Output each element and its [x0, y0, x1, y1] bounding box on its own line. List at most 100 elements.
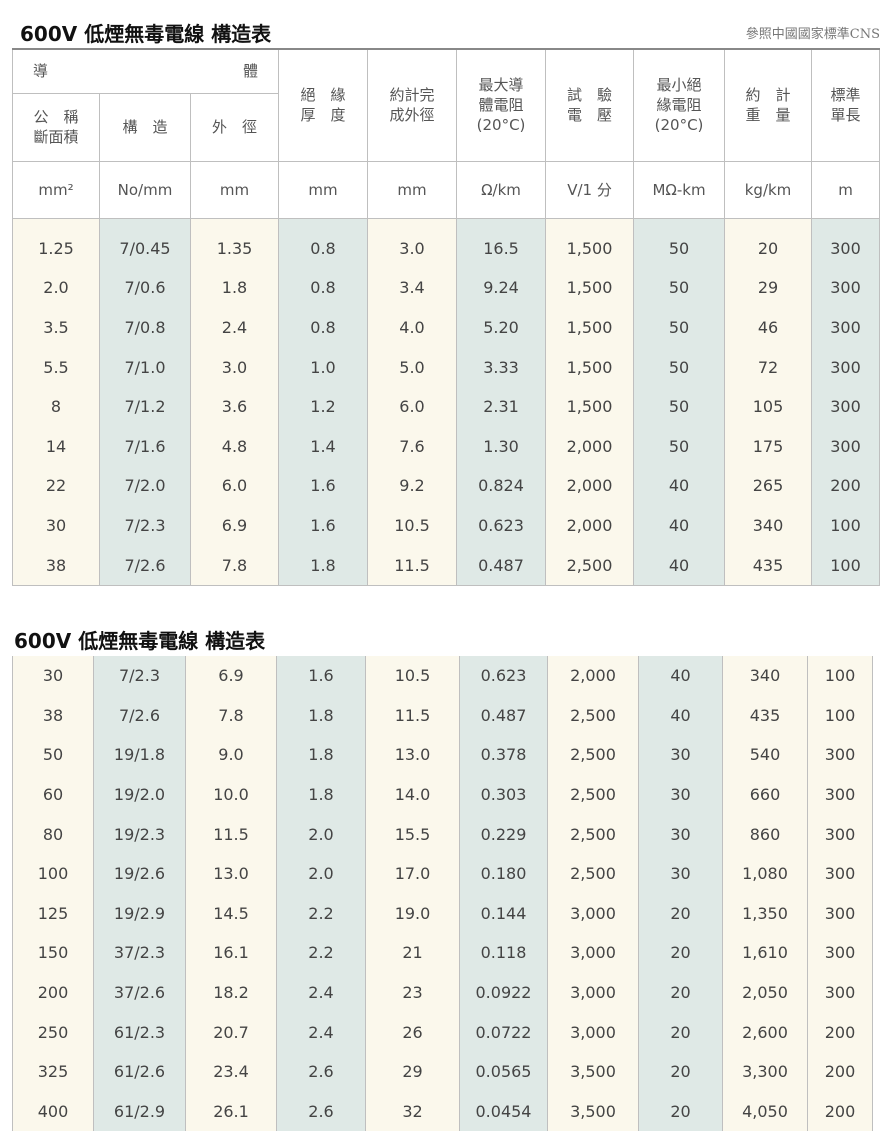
- unit-cell: V/1 分: [545, 161, 635, 219]
- cell-finished-od: 29: [365, 1051, 460, 1092]
- cell-outer-diameter: 1.35: [190, 228, 280, 269]
- cell-finished-od: 11.5: [367, 545, 458, 586]
- cell-nominal-area: 14: [12, 426, 100, 467]
- cell-finished-od: 3.4: [367, 268, 458, 308]
- cell-approx-weight: 1,080: [722, 853, 808, 894]
- cell-test-voltage: 3,000: [547, 972, 639, 1013]
- cell-approx-weight: 29: [724, 268, 813, 308]
- cell-approx-weight: 435: [722, 695, 808, 736]
- cell-min-insulation-resistance: 40: [638, 695, 723, 736]
- cell-max-resistance: 0.229: [459, 814, 548, 854]
- table-row: 200 37/2.6 18.2 2.4 23 0.0922 3,000 20 2,050 300: [12, 972, 873, 1013]
- cell-min-insulation-resistance: 50: [633, 307, 726, 348]
- cell-structure: 7/1.0: [99, 347, 191, 387]
- spacer-cell: [278, 218, 369, 229]
- cell-standard-length: 300: [807, 893, 873, 934]
- cell-structure: 19/2.9: [93, 893, 186, 934]
- cell-min-insulation-resistance: 20: [638, 933, 723, 973]
- cell-structure: 7/1.6: [99, 426, 191, 467]
- cell-standard-length: 300: [811, 228, 881, 269]
- cell-approx-weight: 4,050: [722, 1091, 808, 1132]
- cell-approx-weight: 1,350: [722, 893, 808, 934]
- cell-finished-od: 19.0: [365, 893, 460, 934]
- unit-cell: mm²: [12, 161, 100, 219]
- cell-nominal-area: 400: [12, 1091, 94, 1132]
- cell-nominal-area: 30: [12, 656, 94, 696]
- cell-insulation-thickness: 1.0: [278, 347, 369, 387]
- cell-outer-diameter: 7.8: [190, 545, 280, 586]
- cell-insulation-thickness: 1.6: [278, 505, 369, 546]
- header-insulation-thickness: 絕 緣厚 度: [278, 49, 369, 162]
- cell-insulation-thickness: 2.6: [276, 1091, 366, 1132]
- cell-outer-diameter: 6.9: [190, 505, 280, 546]
- spacer-row: [12, 218, 881, 229]
- cell-outer-diameter: 16.1: [185, 933, 277, 973]
- cell-approx-weight: 540: [722, 735, 808, 775]
- cell-max-resistance: 3.33: [456, 347, 547, 387]
- header-conductor: 體導: [12, 49, 280, 94]
- cell-max-resistance: 0.623: [456, 505, 547, 546]
- cell-structure: 7/0.8: [99, 307, 191, 348]
- cell-structure: 37/2.6: [93, 972, 186, 1013]
- cell-nominal-area: 150: [12, 933, 94, 973]
- cell-approx-weight: 72: [724, 347, 813, 387]
- cell-insulation-thickness: 2.0: [276, 814, 366, 854]
- header-max-resistance: 最大導 體電阻 (20°C): [456, 49, 547, 162]
- cell-test-voltage: 3,000: [547, 933, 639, 973]
- cell-standard-length: 300: [807, 814, 873, 854]
- cell-finished-od: 32: [365, 1091, 460, 1132]
- cell-test-voltage: 2,500: [545, 545, 635, 586]
- unit-cell: mm: [190, 161, 280, 219]
- cell-insulation-thickness: 2.4: [276, 972, 366, 1013]
- cell-approx-weight: 3,300: [722, 1051, 808, 1092]
- cell-standard-length: 200: [807, 1051, 873, 1092]
- cell-standard-length: 300: [807, 774, 873, 815]
- header-approx-weight: 約 計重 量: [724, 49, 813, 162]
- cell-max-resistance: 0.487: [459, 695, 548, 736]
- cell-nominal-area: 8: [12, 386, 100, 427]
- cell-nominal-area: 250: [12, 1012, 94, 1052]
- cell-standard-length: 100: [811, 545, 881, 586]
- cell-standard-length: 300: [807, 735, 873, 775]
- cell-test-voltage: 3,000: [547, 893, 639, 934]
- table-row: 2.0 7/0.6 1.8 0.8 3.4 9.24 1,500 50 29 300: [12, 268, 881, 308]
- cell-structure: 7/2.3: [93, 656, 186, 696]
- cell-insulation-thickness: 1.6: [276, 656, 366, 696]
- spacer-cell: [367, 218, 458, 229]
- standard-reference: 參照中國國家標準CNS: [745, 27, 880, 42]
- cell-finished-od: 9.2: [367, 466, 458, 506]
- cell-approx-weight: 105: [724, 386, 813, 427]
- cell-finished-od: 15.5: [365, 814, 460, 854]
- cell-outer-diameter: 6.0: [190, 466, 280, 506]
- cell-test-voltage: 1,500: [545, 268, 635, 308]
- units-row: mm² No/mm mm mm mm Ω/km V/1 分 MΩ-km kg/k…: [12, 161, 881, 219]
- cell-nominal-area: 5.5: [12, 347, 100, 387]
- cell-approx-weight: 175: [724, 426, 813, 467]
- cell-approx-weight: 1,610: [722, 933, 808, 973]
- cell-outer-diameter: 9.0: [185, 735, 277, 775]
- cell-standard-length: 300: [811, 347, 881, 387]
- cell-nominal-area: 125: [12, 893, 94, 934]
- cell-standard-length: 300: [807, 972, 873, 1013]
- cell-nominal-area: 100: [12, 853, 94, 894]
- cell-test-voltage: 2,500: [547, 814, 639, 854]
- table-row: 14 7/1.6 4.8 1.4 7.6 1.30 2,000 50 175 300: [12, 426, 881, 467]
- unit-cell: mm: [367, 161, 458, 219]
- cell-finished-od: 13.0: [365, 735, 460, 775]
- cell-standard-length: 100: [807, 656, 873, 696]
- cell-max-resistance: 0.0565: [459, 1051, 548, 1092]
- cell-approx-weight: 435: [724, 545, 813, 586]
- cell-insulation-thickness: 2.4: [276, 1012, 366, 1052]
- cell-outer-diameter: 14.5: [185, 893, 277, 934]
- cell-finished-od: 23: [365, 972, 460, 1013]
- cell-test-voltage: 2,500: [547, 735, 639, 775]
- header-standard-length: 標準 單長: [811, 49, 881, 162]
- cell-outer-diameter: 26.1: [185, 1091, 277, 1132]
- cell-outer-diameter: 3.6: [190, 386, 280, 427]
- cell-standard-length: 100: [807, 695, 873, 736]
- cell-standard-length: 300: [807, 853, 873, 894]
- header-nominal-area: 公 稱斷面積: [12, 93, 100, 162]
- cell-max-resistance: 0.303: [459, 774, 548, 815]
- header-min-insulation-resistance: 最小絕 緣電阻 (20°C): [633, 49, 726, 162]
- cell-test-voltage: 3,000: [547, 1012, 639, 1052]
